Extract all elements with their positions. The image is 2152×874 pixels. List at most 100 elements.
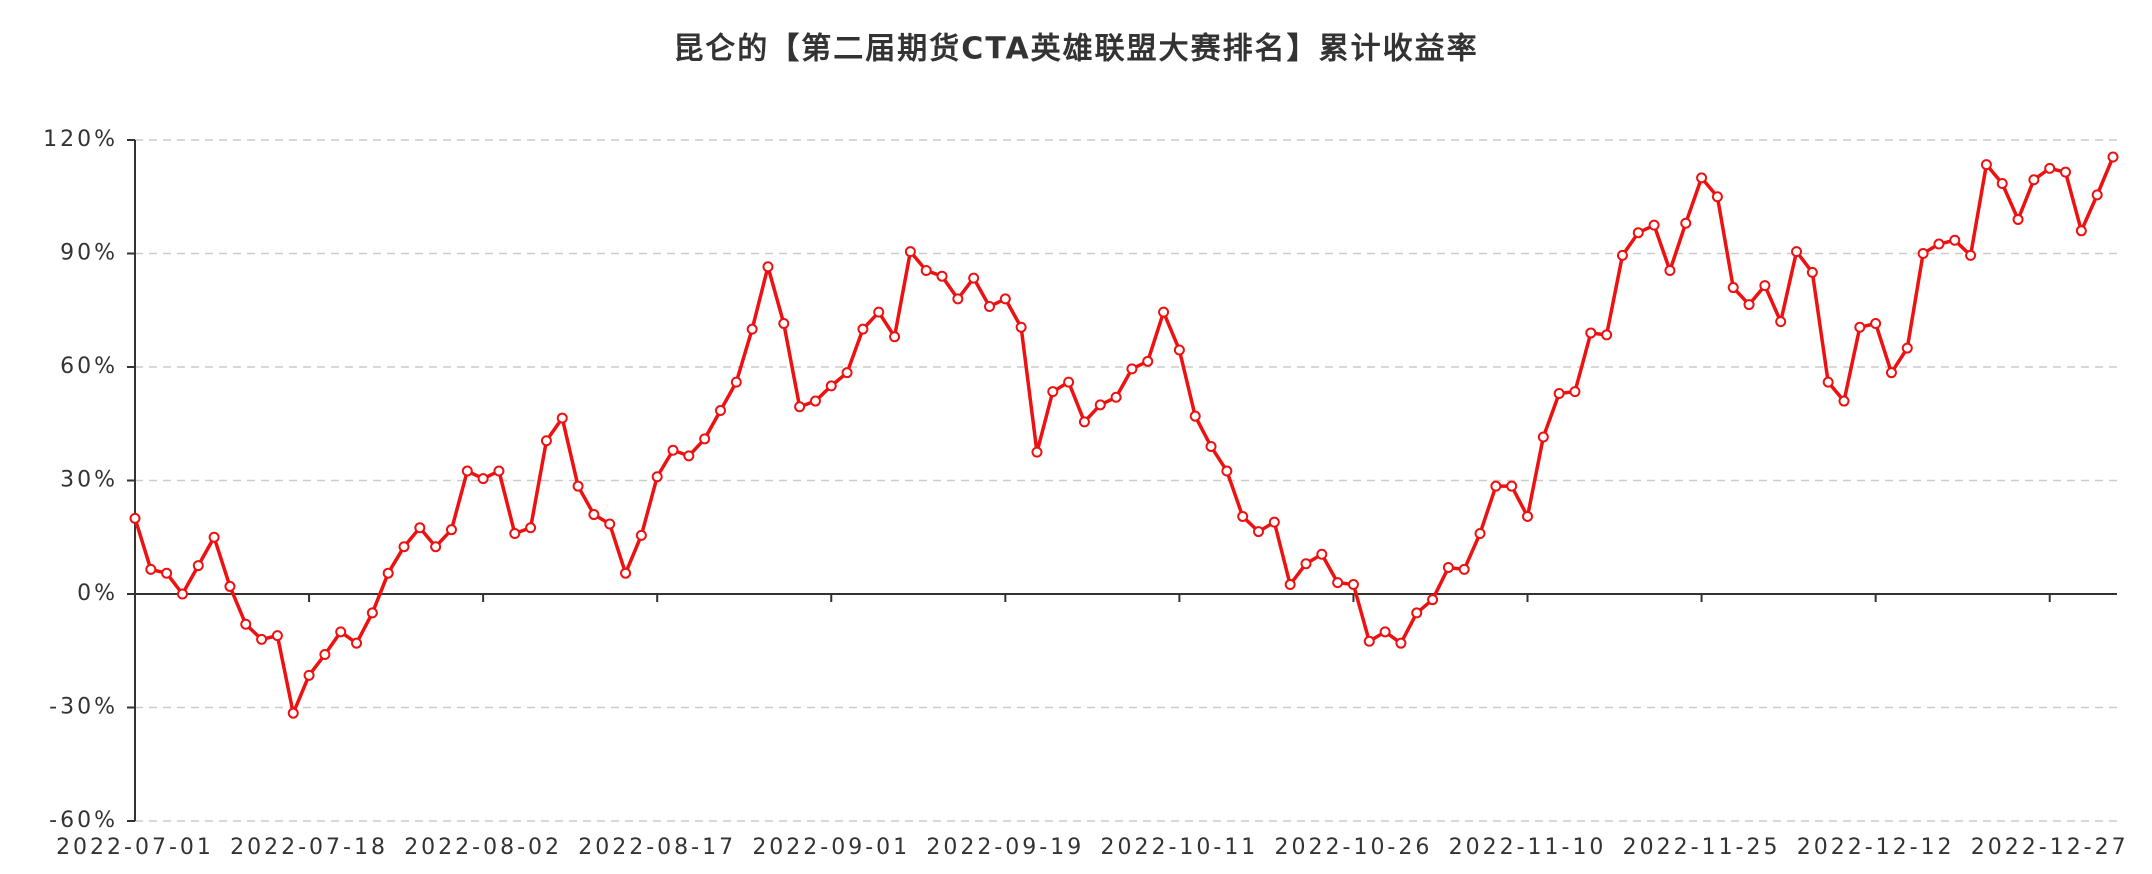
- data-point: [1347, 579, 1359, 591]
- y-tick-label: -60%: [49, 808, 118, 833]
- data-point: [208, 531, 220, 543]
- data-point: [525, 522, 537, 534]
- data-point: [714, 405, 726, 417]
- y-tick-label: 60%: [60, 354, 118, 379]
- x-tick-label: 2022-07-18: [230, 835, 388, 860]
- data-point: [1601, 329, 1613, 341]
- data-point: [1965, 249, 1977, 261]
- data-point: [1474, 527, 1486, 539]
- data-point: [414, 522, 426, 534]
- data-point: [1458, 563, 1470, 575]
- data-point: [319, 649, 331, 661]
- data-point: [857, 323, 869, 335]
- x-tick-label: 2022-09-01: [752, 835, 910, 860]
- data-point: [1980, 159, 1992, 171]
- data-point: [1427, 594, 1439, 606]
- data-point: [904, 246, 916, 258]
- data-point: [493, 465, 505, 477]
- data-point: [1616, 249, 1628, 261]
- data-point: [161, 567, 173, 579]
- data-point: [1632, 227, 1644, 239]
- data-point: [1221, 465, 1233, 477]
- data-point: [1854, 321, 1866, 333]
- data-point: [1031, 446, 1043, 458]
- data-point: [1775, 316, 1787, 328]
- data-point: [699, 433, 711, 445]
- y-tick-label: 0%: [77, 581, 118, 606]
- data-point: [2044, 162, 2056, 174]
- data-point: [430, 541, 442, 553]
- y-tick-label: 120%: [43, 127, 118, 152]
- data-point: [778, 317, 790, 329]
- x-tick-label: 2022-10-11: [1100, 835, 1258, 860]
- data-point: [1901, 342, 1913, 354]
- x-tick-label: 2022-12-27: [1971, 835, 2129, 860]
- data-point: [1442, 562, 1454, 574]
- data-line: [133, 156, 2115, 715]
- data-point: [1316, 548, 1328, 560]
- data-point: [1189, 410, 1201, 422]
- chart-title: 昆仑的【第二届期货CTA英雄联盟大赛排名】累计收益率: [673, 32, 1478, 67]
- data-point: [1332, 577, 1344, 589]
- data-point: [2060, 166, 2072, 178]
- data-point: [398, 541, 410, 553]
- data-point: [1142, 355, 1154, 367]
- data-point: [999, 293, 1011, 305]
- data-point: [1047, 386, 1059, 398]
- data-point: [825, 380, 837, 392]
- data-point: [620, 567, 632, 579]
- data-point: [1664, 265, 1676, 277]
- data-point: [303, 669, 315, 681]
- data-point: [366, 607, 378, 619]
- data-point: [1173, 344, 1185, 356]
- data-point: [572, 480, 584, 492]
- x-tick-label: 2022-08-17: [578, 835, 736, 860]
- data-point: [1885, 367, 1897, 379]
- data-point: [1411, 607, 1423, 619]
- data-point: [1110, 391, 1122, 403]
- data-point: [240, 618, 252, 630]
- data-point: [192, 560, 204, 572]
- data-point: [1822, 376, 1834, 388]
- y-tick-label: -30%: [49, 695, 118, 720]
- data-point: [1553, 387, 1565, 399]
- x-tick-label: 2022-08-02: [404, 835, 562, 860]
- data-point: [1743, 299, 1755, 311]
- data-point: [604, 518, 616, 530]
- data-point: [1838, 395, 1850, 407]
- data-point: [1996, 178, 2008, 190]
- data-point: [1268, 516, 1280, 528]
- data-point: [145, 563, 157, 575]
- data-point: [382, 567, 394, 579]
- data-point: [1094, 399, 1106, 411]
- x-tick-label: 2022-10-26: [1275, 835, 1433, 860]
- data-point: [968, 272, 980, 284]
- data-point: [1648, 219, 1660, 231]
- data-point: [1949, 234, 1961, 246]
- data-point: [1253, 526, 1265, 538]
- data-point: [335, 626, 347, 638]
- data-point: [794, 401, 806, 413]
- data-point: [2028, 174, 2040, 186]
- data-point: [1078, 416, 1090, 428]
- x-tick-label: 2022-09-19: [926, 835, 1084, 860]
- data-point: [256, 633, 268, 645]
- data-point: [1806, 266, 1818, 278]
- data-point: [1870, 317, 1882, 329]
- data-point: [762, 261, 774, 273]
- data-point: [1063, 376, 1075, 388]
- data-point: [1791, 246, 1803, 258]
- data-point: [936, 270, 948, 282]
- x-tick-label: 2022-07-01: [56, 835, 214, 860]
- data-point: [1727, 282, 1739, 294]
- data-point: [477, 473, 489, 485]
- data-point: [2012, 213, 2024, 225]
- data-point: [889, 331, 901, 343]
- data-point: [461, 465, 473, 477]
- data-point: [1284, 579, 1296, 591]
- data-point: [1933, 238, 1945, 250]
- x-tick-label: 2022-12-12: [1797, 835, 1955, 860]
- data-point: [2091, 189, 2103, 201]
- data-point: [1015, 321, 1027, 333]
